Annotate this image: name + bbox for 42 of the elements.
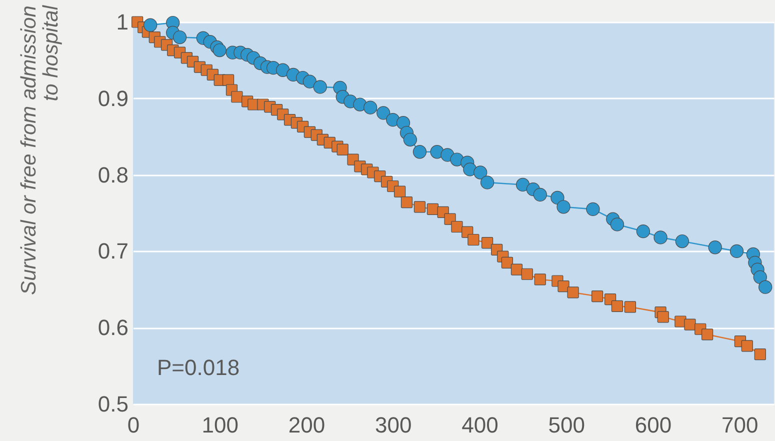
y-tick-label: 0.6 <box>98 315 128 340</box>
point <box>376 106 390 120</box>
point <box>172 30 187 44</box>
point <box>144 18 158 32</box>
x-tick-label: 200 <box>288 412 326 438</box>
point <box>474 166 488 180</box>
point <box>708 240 722 254</box>
point <box>480 176 494 190</box>
point <box>586 202 600 216</box>
x-tick-label: 700 <box>721 412 758 438</box>
point <box>276 63 290 77</box>
point <box>753 270 767 284</box>
y-axis-title: Survival or free from admission to hospital <box>18 4 62 295</box>
point <box>654 230 668 244</box>
y-tick-label: 1 <box>116 10 128 34</box>
point <box>412 145 427 159</box>
point <box>758 280 772 294</box>
y-tick-label: 0.8 <box>98 162 128 188</box>
x-tick-label: 0 <box>127 412 140 438</box>
x-tick-label: 400 <box>462 412 498 438</box>
x-tick-label: 300 <box>375 412 412 438</box>
x-tick-label: 100 <box>202 412 238 438</box>
point <box>533 188 547 202</box>
point <box>516 178 530 192</box>
point <box>212 43 226 58</box>
point <box>675 234 689 248</box>
point <box>636 224 650 238</box>
x-tick-label: 500 <box>548 412 585 438</box>
x-tick-label: 600 <box>634 412 672 438</box>
point <box>313 80 327 94</box>
point <box>302 74 317 88</box>
annotation: P=0.018 <box>157 355 240 380</box>
y-tick-label: 0.9 <box>98 86 128 111</box>
point <box>463 162 477 176</box>
y-tick-label: 0.7 <box>98 238 128 264</box>
point <box>403 132 418 146</box>
point <box>730 244 744 258</box>
point <box>550 190 564 205</box>
point <box>364 100 378 114</box>
y-tick-label: 0.5 <box>98 392 128 416</box>
point <box>556 200 570 214</box>
point <box>610 218 624 232</box>
